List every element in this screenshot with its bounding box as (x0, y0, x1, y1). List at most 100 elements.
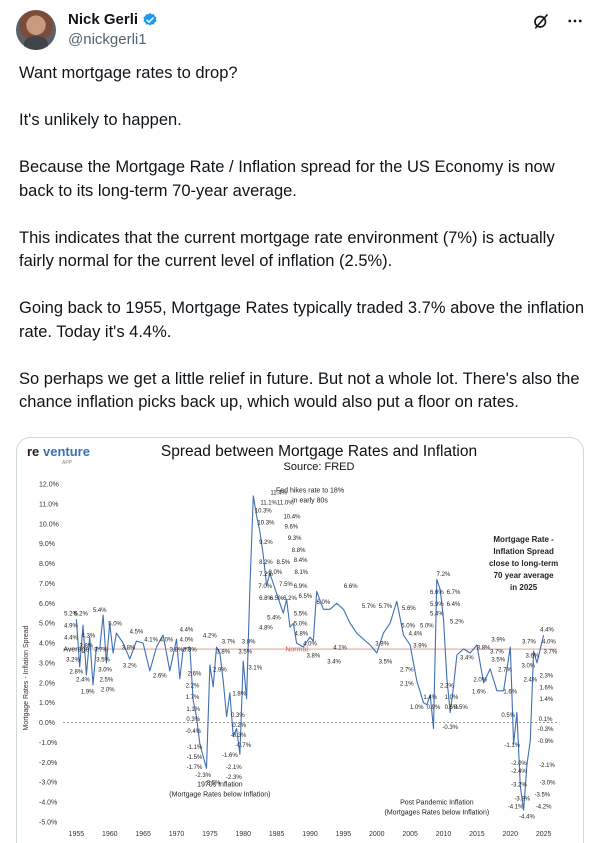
data-label: 3.4% (327, 659, 341, 665)
data-label: 4.4% (409, 632, 423, 638)
data-label: 3.4% (460, 655, 474, 661)
data-label: 2.2% (440, 683, 454, 689)
data-label: 4.0% (180, 638, 194, 644)
tweet-media-chart[interactable]: re venture APP Spread between Mortgage R… (16, 437, 584, 843)
data-label: 2.2% (186, 683, 200, 689)
avatar[interactable] (16, 10, 56, 50)
data-label: 4.1% (333, 646, 347, 652)
data-label: 3.9% (491, 638, 505, 644)
plot-area: 12.0% 11.0% 10.0% 9.0% 8.0% 7.0% 6.0% 5.0% 4.0% 3… (39, 482, 558, 839)
data-label: 0.3% (231, 713, 245, 719)
data-label: 10.3% (257, 520, 275, 526)
data-label: -1.6% (222, 753, 238, 759)
data-label: 4.4% (540, 628, 554, 634)
data-label: -2.4% (511, 769, 527, 775)
data-label: 3.2% (66, 657, 80, 663)
data-label: 1.4% (539, 697, 553, 703)
chart-annotation: in early 80s (292, 497, 328, 504)
tweet-paragraph: Because the Mortgage Rate / Inflation sp… (19, 158, 555, 200)
data-label: 4.0% (303, 642, 317, 648)
x-tick-label: 2005 (402, 831, 418, 838)
y-tick-label: -4.0% (39, 800, 57, 807)
data-label: 1.8% (232, 691, 246, 697)
data-label: 4.0% (160, 638, 174, 644)
data-label: 10.4% (283, 514, 301, 520)
data-label: 5.5% (294, 612, 308, 618)
data-label: 7.5% (279, 582, 293, 588)
data-label: 6.4% (447, 602, 461, 608)
data-label: -0.9% (538, 739, 554, 745)
data-label: 3.8% (183, 648, 197, 654)
data-label: 3.0% (98, 667, 112, 673)
data-label: 3.7% (94, 648, 108, 654)
data-label: -0.3% (538, 727, 554, 733)
data-label: 2.4% (523, 677, 537, 683)
more-icon[interactable] (566, 12, 584, 30)
data-label: -3.2% (511, 783, 527, 789)
data-label: 6.5% (270, 596, 284, 602)
data-label: 4.8% (294, 632, 308, 638)
data-label: 2.4% (76, 677, 90, 683)
x-tick-label: 1985 (269, 831, 285, 838)
x-tick-label: 2020 (502, 831, 518, 838)
x-tick-label: 1995 (336, 831, 352, 838)
y-tick-label: 7.0% (39, 581, 55, 588)
x-tick-label: 1975 (202, 831, 218, 838)
data-label: 4.4% (64, 636, 78, 642)
author-handle[interactable]: @nickgerli1 (68, 31, 147, 48)
y-tick-label: 10.0% (39, 521, 59, 528)
data-label: 3.7% (490, 650, 504, 656)
data-label: 3.7% (543, 650, 557, 656)
x-tick-label: 1965 (135, 831, 151, 838)
data-label: 3.8% (477, 646, 491, 652)
data-label: 2.1% (400, 681, 414, 687)
x-tick-label: 1960 (102, 831, 118, 838)
y-tick-label: 9.0% (39, 541, 55, 548)
data-label: 0.3% (186, 717, 200, 723)
data-label: 8.8% (292, 548, 306, 554)
data-label: 4.1% (144, 638, 158, 644)
data-label: 6.9% (294, 584, 308, 590)
logo-venture: venture (43, 444, 90, 459)
data-label: 6.0% (317, 600, 331, 606)
data-label: 8.2% (259, 560, 273, 566)
chart-annotation: Mortgage Rate - (493, 535, 554, 544)
data-label: 1.4% (423, 695, 437, 701)
data-label: 10.3% (255, 508, 273, 514)
data-label: 3.5% (96, 657, 110, 663)
tweet-paragraph: This indicates that the current mortgage… (19, 228, 555, 271)
data-label: 5.0% (108, 622, 122, 628)
data-label: 3.6% (525, 653, 539, 659)
data-label: 3.0% (521, 663, 535, 669)
data-label: -1.5% (187, 755, 203, 761)
data-label: 5.2% (64, 612, 78, 618)
data-label: 5.7% (362, 604, 376, 610)
verified-badge-icon (143, 12, 157, 26)
data-label: -4.4% (519, 815, 535, 821)
data-label: 5.7% (379, 604, 393, 610)
logo: re venture APP (27, 444, 90, 466)
x-tick-label: 1970 (169, 831, 185, 838)
y-tick-label: -1.0% (39, 740, 57, 747)
data-label: 3.7% (222, 640, 236, 646)
tweet-paragraph: Going back to 1955, Mortgage Rates typic… (19, 299, 585, 341)
grok-icon[interactable] (532, 12, 550, 30)
x-tick-label: 2025 (536, 831, 552, 838)
data-label: -1.1% (504, 743, 520, 749)
data-label: 4.5% (130, 630, 144, 636)
data-label: 6.6% (344, 584, 358, 590)
data-label: -1.1% (187, 745, 203, 751)
x-tick-label: 2010 (436, 831, 452, 838)
y-tick-label: 6.0% (39, 601, 55, 608)
data-label: 4.2% (203, 634, 217, 640)
data-label: 3.5% (379, 659, 393, 665)
data-label: 1.6% (472, 689, 486, 695)
author-name[interactable]: Nick Gerli (68, 11, 139, 28)
data-label: 3.1% (248, 665, 262, 671)
data-label: 1.0% (445, 695, 459, 701)
data-label: 5.9% (430, 602, 444, 608)
y-tick-label: 4.0% (39, 641, 55, 648)
chart-title: Spread between Mortgage Rates and Inflat… (161, 443, 477, 460)
data-label: 0.2% (232, 723, 246, 729)
data-label: 3.9% (375, 642, 389, 648)
